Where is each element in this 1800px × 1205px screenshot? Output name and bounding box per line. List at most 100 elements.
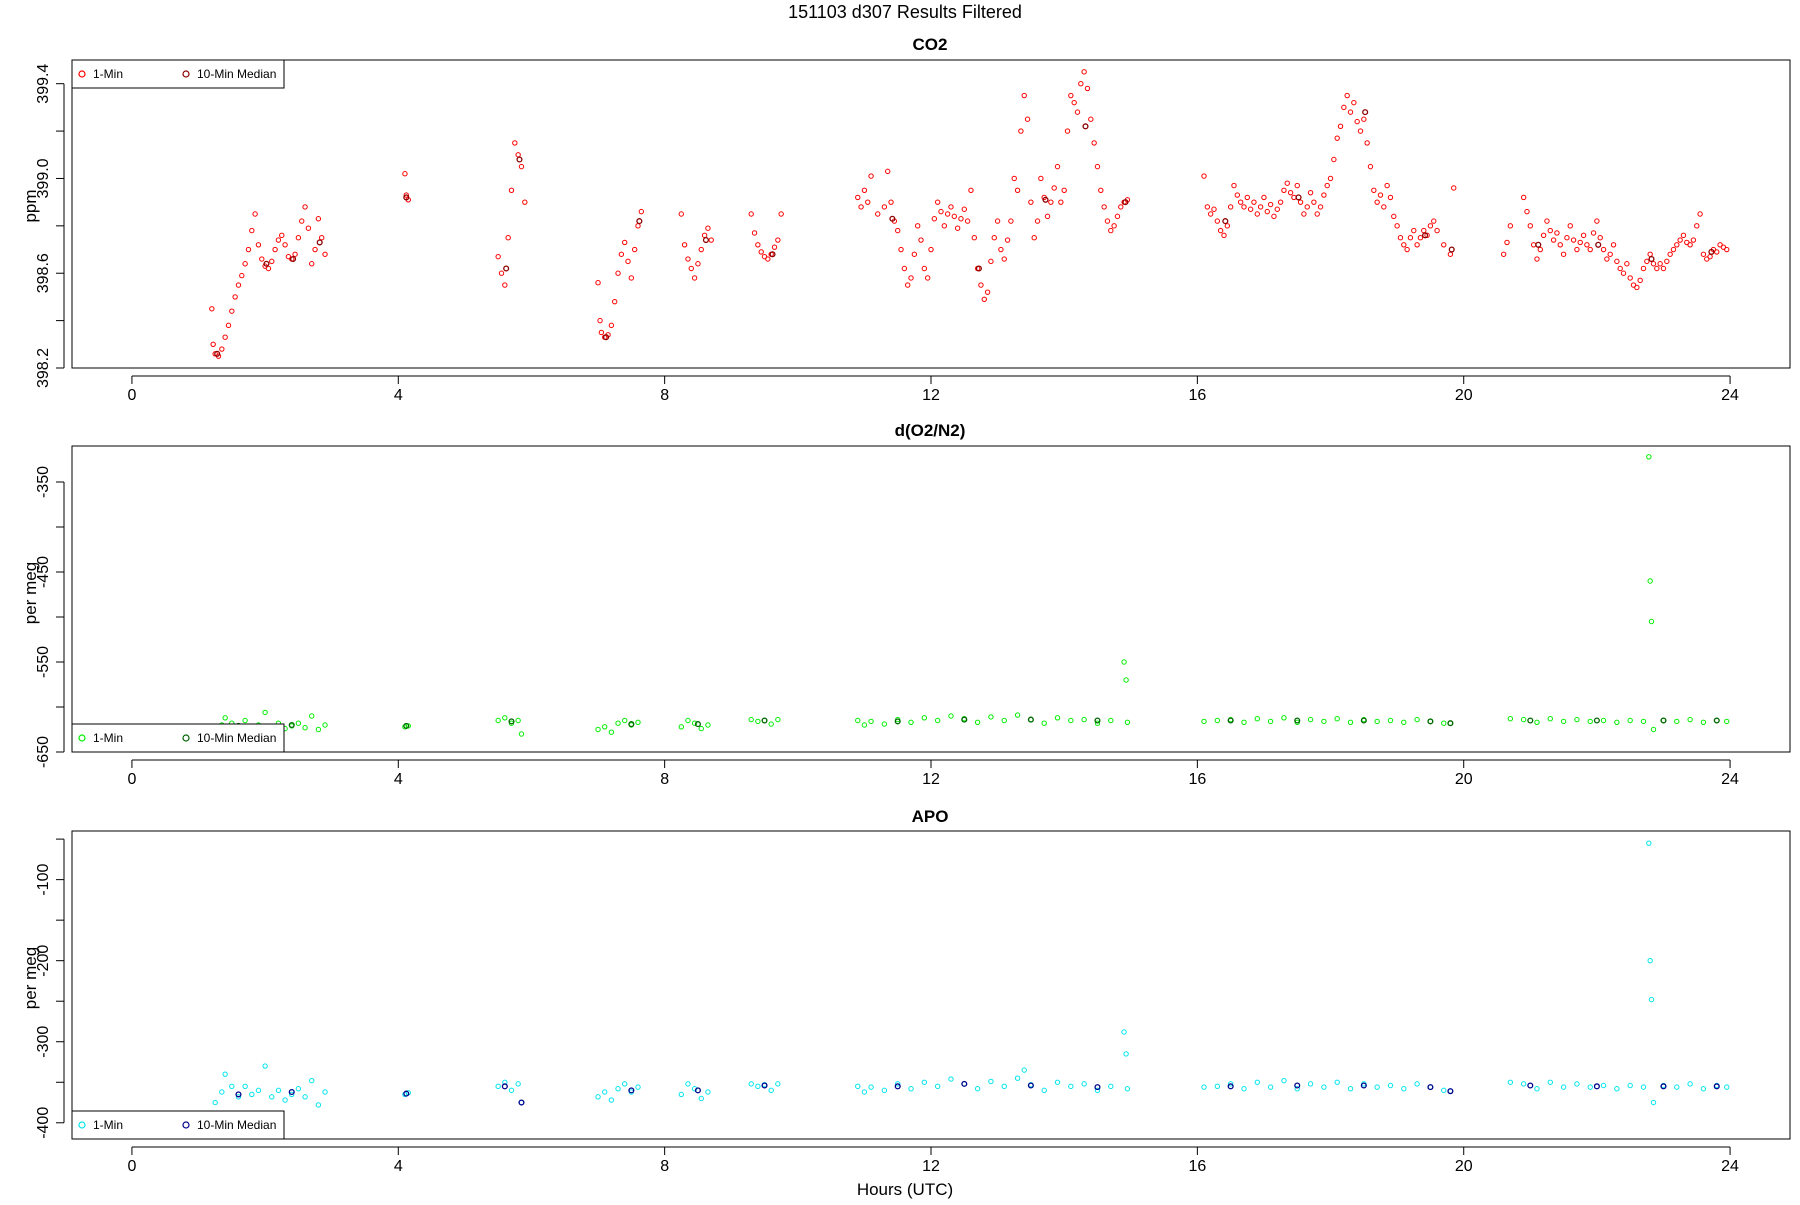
data-point: [1051, 185, 1057, 191]
data-point: [1634, 284, 1640, 291]
data-point: [1307, 1081, 1314, 1087]
data-point: [1647, 578, 1653, 584]
data-point: [1354, 118, 1360, 125]
data-point: [1307, 716, 1314, 723]
data-point: [695, 261, 701, 267]
data-point: [598, 329, 605, 336]
data-point: [1448, 246, 1455, 253]
data-point: [964, 218, 971, 224]
data-point: [1374, 199, 1380, 205]
data-point: [263, 260, 270, 267]
data-point: [295, 720, 302, 726]
data-point: [1627, 717, 1633, 724]
data-point: [1334, 716, 1340, 722]
data-point: [495, 253, 501, 260]
data-point: [1680, 232, 1687, 239]
data-point: [705, 225, 711, 231]
data-point: [515, 717, 521, 724]
data-point: [1401, 719, 1407, 725]
data-point: [1311, 199, 1317, 205]
data-point: [1221, 232, 1227, 239]
data-point: [898, 246, 904, 253]
data-point: [858, 204, 864, 210]
data-point: [628, 721, 635, 728]
data-point: [249, 227, 255, 234]
data-point: [625, 258, 631, 265]
figure-title: 151103 d307 Results Filtered: [788, 2, 1022, 22]
data-point: [1254, 211, 1260, 217]
data-point: [1331, 156, 1337, 163]
data-point: [988, 1078, 994, 1085]
data-point: [1321, 718, 1327, 725]
data-point: [1341, 104, 1347, 111]
data-point: [1697, 211, 1703, 217]
data-point: [1534, 1086, 1540, 1092]
y-tick-label: 399.0: [35, 158, 52, 198]
legend-label: 10-Min Median: [197, 1118, 276, 1132]
data-point: [1111, 223, 1117, 229]
data-point: [495, 717, 501, 724]
data-point: [1231, 182, 1237, 189]
x-tick-label: 12: [922, 1158, 940, 1175]
data-point: [1577, 239, 1583, 246]
data-point: [1617, 265, 1623, 272]
data-point: [595, 280, 601, 286]
data-point: [1607, 251, 1613, 257]
data-point: [235, 1091, 242, 1098]
data-point: [1677, 237, 1683, 243]
data-point: [681, 242, 688, 248]
data-point: [252, 211, 258, 217]
data-point: [1347, 109, 1354, 115]
data-point: [1620, 270, 1627, 276]
data-point: [242, 1083, 248, 1090]
data-point: [1357, 128, 1364, 134]
data-point: [239, 272, 245, 279]
data-point: [1084, 85, 1091, 92]
data-point: [694, 721, 701, 728]
data-point: [288, 1088, 295, 1096]
data-point: [1123, 1051, 1129, 1057]
data-point: [944, 211, 951, 217]
data-point: [1294, 1082, 1301, 1089]
legend-box: [71, 1110, 285, 1140]
data-point: [1234, 192, 1241, 198]
data-point: [1574, 716, 1580, 723]
data-point: [1527, 1082, 1534, 1089]
data-point: [1547, 716, 1553, 722]
data-point: [1700, 251, 1707, 257]
panel-apo: APO per meg 0 4 8 12 16 20 24 -400 -300 -200 -100 1…: [21, 807, 1791, 1175]
data-point: [302, 725, 308, 731]
data-point: [698, 725, 704, 732]
data-point: [1377, 192, 1384, 198]
y-tick-label: 398.6: [35, 253, 52, 293]
data-point: [1427, 223, 1434, 229]
data-point: [1700, 719, 1707, 725]
legend: 1-Min 10-Min Median: [71, 1110, 285, 1140]
data-point: [1560, 1084, 1567, 1090]
legend-marker: [78, 70, 86, 78]
data-point: [1610, 242, 1617, 248]
data-point: [608, 322, 615, 329]
legend-marker: [78, 734, 86, 742]
x-tick-label: 0: [127, 771, 136, 788]
data-point: [518, 163, 525, 170]
data-point: [1600, 1082, 1607, 1089]
data-point: [1441, 242, 1447, 248]
data-point: [1520, 716, 1527, 723]
data-point: [1028, 199, 1034, 205]
data-point: [948, 713, 954, 719]
data-point: [1574, 246, 1580, 253]
data-point: [1098, 187, 1104, 194]
data-point: [222, 1071, 228, 1077]
data-point: [685, 1081, 691, 1087]
data-point: [914, 223, 921, 229]
data-point: [1417, 234, 1424, 241]
data-point: [705, 722, 711, 728]
data-point: [1427, 718, 1434, 725]
data-point: [998, 246, 1004, 253]
data-point: [1391, 213, 1397, 220]
data-point: [262, 709, 268, 716]
